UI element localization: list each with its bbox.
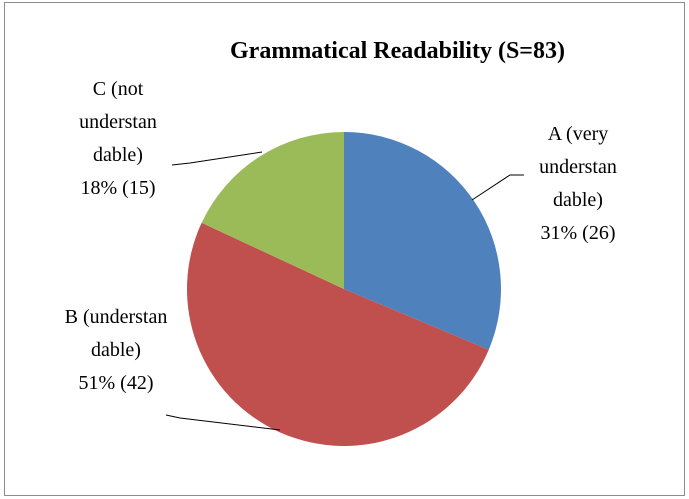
chart-title: Grammatical Readability (S=83) xyxy=(230,38,565,64)
data-label: C (not understan dable) 18% (15) xyxy=(62,73,174,205)
category-label: B (understan dable) xyxy=(64,306,168,361)
value-label: 18% (15) xyxy=(80,177,156,199)
leader-line xyxy=(471,174,524,201)
category-label: A (very understan dable) xyxy=(539,123,617,211)
chart-border xyxy=(4,2,685,496)
pie xyxy=(187,132,502,446)
leader-line xyxy=(165,414,281,431)
pie-slice xyxy=(344,132,502,350)
leader-line xyxy=(171,151,263,166)
data-label: B (understan dable) 51% (42) xyxy=(60,301,172,400)
value-label: 31% (26) xyxy=(540,222,616,244)
value-label: 51% (42) xyxy=(78,372,154,394)
pie-slice xyxy=(187,222,489,446)
data-label: A (very understan dable) 31% (26) xyxy=(522,118,634,250)
pie-slice xyxy=(201,132,344,289)
category-label: C (not understan dable) xyxy=(79,78,157,166)
